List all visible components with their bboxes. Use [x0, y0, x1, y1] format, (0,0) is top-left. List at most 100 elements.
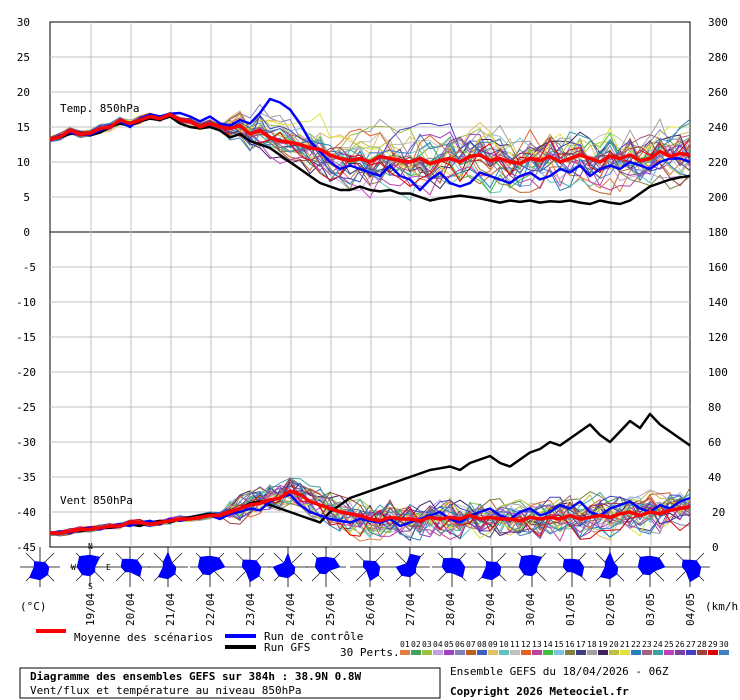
wind-rose-letters: N W E S	[71, 542, 111, 591]
pert-number: 23	[642, 640, 652, 649]
date-label: 29/04	[484, 593, 497, 626]
wind-rose-shape	[157, 551, 177, 580]
date-label: 20/04	[124, 593, 137, 626]
pert-swatch	[510, 650, 520, 655]
pert-swatch	[554, 650, 564, 655]
rose-letter-w: W	[71, 563, 76, 572]
pert-swatch	[532, 650, 542, 655]
tick-label: 0	[712, 541, 719, 554]
date-label: 01/05	[564, 593, 577, 626]
pert-number: 02	[411, 640, 421, 649]
tick-label: 120	[708, 331, 728, 344]
tick-label: 280	[708, 51, 728, 64]
pert-swatch	[708, 650, 718, 655]
pert-swatch	[576, 650, 586, 655]
pert-number: 18	[587, 640, 597, 649]
wind-rose-shape	[681, 559, 702, 583]
temp-panel-label: Temp. 850hPa	[60, 102, 139, 115]
wind-rose-shape	[29, 561, 50, 581]
unit-right: (km/h)	[705, 600, 740, 613]
pert-swatch	[499, 650, 509, 655]
wind-rose-shape	[441, 557, 466, 578]
pert-number: 17	[576, 640, 586, 649]
date-label: 25/04	[324, 593, 337, 626]
tick-label: 0	[23, 226, 30, 239]
pert-number: 27	[686, 640, 696, 649]
pert-number: 07	[466, 640, 476, 649]
tick-label: -15	[16, 331, 36, 344]
pert-swatch	[433, 650, 443, 655]
pert-number: 24	[653, 640, 663, 649]
pert-swatch	[400, 650, 410, 655]
tick-label: -10	[16, 296, 36, 309]
pert-swatch	[543, 650, 553, 655]
pert-number: 20	[609, 640, 619, 649]
pert-number: 04	[433, 640, 443, 649]
pert-number: 12	[521, 640, 531, 649]
tick-label: 25	[17, 51, 30, 64]
mean-wind-line	[50, 489, 691, 535]
pert-number: 08	[477, 640, 487, 649]
wind-rose-shape	[481, 561, 502, 581]
wind-rose-shape	[197, 555, 226, 576]
pert-swatch	[697, 650, 707, 655]
tick-label: 160	[708, 261, 728, 274]
tick-label: 180	[708, 226, 728, 239]
rose-letter-s: S	[88, 582, 93, 591]
rose-letter-e: E	[106, 563, 111, 572]
tick-label: 30	[17, 16, 30, 29]
pert-swatch	[411, 650, 421, 655]
pert-number: 05	[444, 640, 454, 649]
pert-swatch	[466, 650, 476, 655]
pert-number: 11	[510, 640, 520, 649]
date-label: 26/04	[364, 593, 377, 626]
pert-number: 15	[554, 640, 564, 649]
legend-label-control: Run de contrôle	[264, 630, 363, 643]
date-label: 24/04	[284, 593, 297, 626]
info-title: Diagramme des ensembles GEFS sur 384h : …	[30, 670, 362, 683]
tick-label: 60	[708, 436, 721, 449]
legend-label-gfs: Run GFS	[264, 641, 310, 654]
info-box	[19, 667, 441, 699]
pert-legend: 01 02 03 04 05 06 07 08 09 10 11 12 13 14 15 16 17 18 19 20…	[400, 640, 729, 655]
pert-swatch	[565, 650, 575, 655]
legend-label-mean: Moyenne des scénarios	[74, 631, 213, 644]
tick-label: -30	[16, 436, 36, 449]
tick-label: 300	[708, 16, 728, 29]
wind-rose-shape	[599, 551, 619, 580]
wind-left-axis: -5 -10 -15 -20 -25 -30 -35 -40 -45	[16, 261, 36, 554]
pert-swatch	[609, 650, 619, 655]
pert-swatch	[422, 650, 432, 655]
wind-rose-row	[20, 547, 710, 587]
pert-number: 22	[631, 640, 641, 649]
wind-rose-shape	[120, 558, 143, 578]
tick-label: 5	[23, 191, 30, 204]
main-series-lines	[49, 97, 691, 535]
tick-label: 20	[17, 86, 30, 99]
pert-swatch	[477, 650, 487, 655]
date-axis: 19/04 20/04 21/04 22/04 23/04 24/04 25/04 26/04…	[84, 593, 697, 626]
pert-number: 10	[499, 640, 509, 649]
date-label: 04/05	[684, 593, 697, 626]
tick-label: -5	[23, 261, 36, 274]
date-label: 21/04	[164, 593, 177, 626]
temp-left-axis: 30 25 20 15 10 5 0	[17, 16, 30, 239]
tick-label: 15	[17, 121, 30, 134]
legend-label-perts: 30 Perts.	[340, 646, 400, 659]
wind-rose-shape	[76, 554, 101, 577]
wind-right-axis: 160 140 120 100 80 60 40 20 0	[708, 261, 728, 554]
tick-label: 220	[708, 156, 728, 169]
tick-label: -35	[16, 471, 36, 484]
date-label: 22/04	[204, 593, 217, 626]
pert-number: 03	[422, 640, 432, 649]
info-subtitle: Vent/flux et température au niveau 850hP…	[30, 684, 302, 697]
wind-panel	[49, 231, 691, 548]
tick-label: 240	[708, 121, 728, 134]
date-label: 30/04	[524, 593, 537, 626]
pert-swatch	[653, 650, 663, 655]
pert-swatch	[686, 650, 696, 655]
wind-rose-shape	[314, 556, 341, 575]
rose-letter-n: N	[88, 542, 93, 551]
date-label: 19/04	[84, 593, 97, 626]
